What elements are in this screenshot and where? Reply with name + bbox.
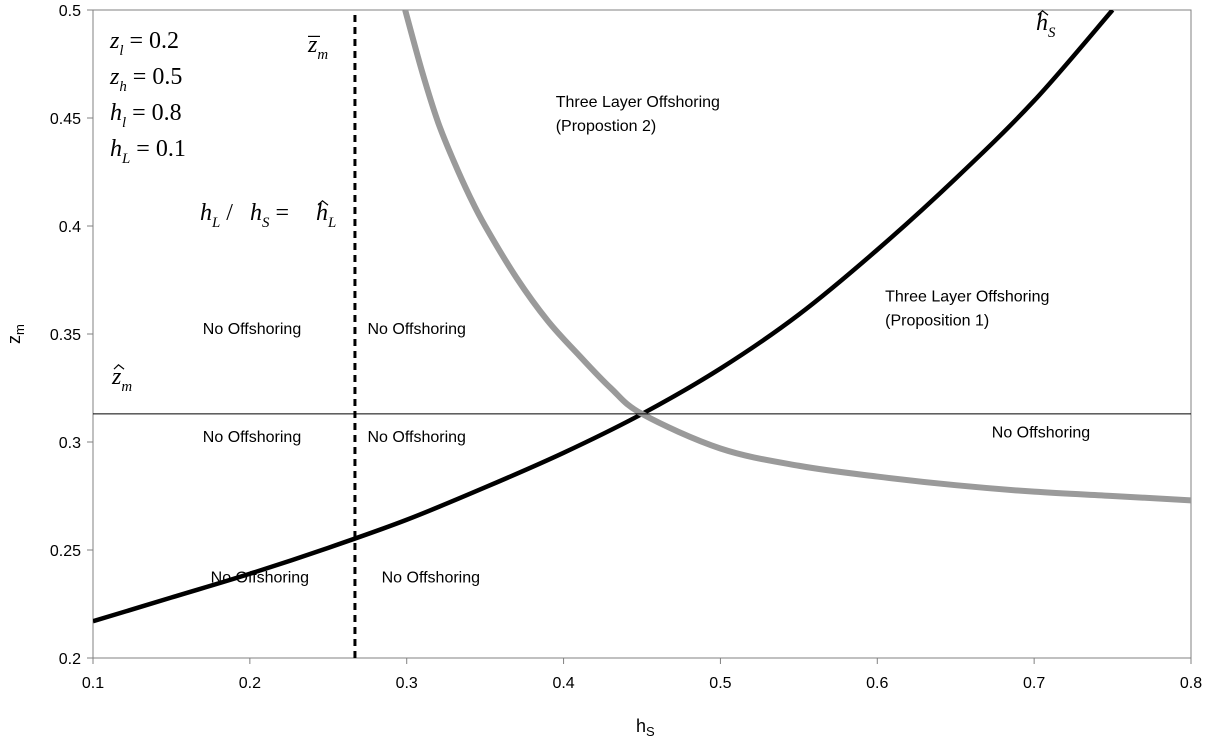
- y-tick-label: 0.3: [59, 435, 81, 452]
- y-axis-title-text: zm: [4, 324, 27, 344]
- y-tick-label: 0.4: [59, 219, 81, 236]
- region-label: No Offshoring: [203, 429, 301, 446]
- x-tick-label: 0.3: [396, 675, 418, 692]
- y-axis-title: zm: [4, 324, 27, 344]
- series-line-1: [402, 10, 1191, 504]
- parameter-label: zh = 0.5: [109, 64, 182, 95]
- vline-label-part2-text: hS =: [250, 200, 289, 231]
- parameter-label-text: zl = 0.2: [109, 28, 179, 59]
- region-label: No Offshoring: [992, 425, 1090, 442]
- series-label-hS-text: hS: [1036, 10, 1056, 41]
- parameter-label: hL = 0.1: [110, 136, 186, 167]
- region-label: No Offshoring: [211, 569, 309, 586]
- series-line-0: [93, 10, 1115, 624]
- y-tick-label: 0.35: [50, 327, 81, 344]
- vline-label-part1-text: hL /: [200, 200, 233, 231]
- parameter-label-text: hl = 0.8: [110, 100, 182, 131]
- x-tick-label: 0.8: [1180, 675, 1202, 692]
- region-label: No Offshoring: [368, 321, 466, 338]
- y-tick-label: 0.2: [59, 651, 81, 668]
- series-label-zhat-text: zm: [111, 364, 132, 395]
- series-label-hS: hS: [1036, 10, 1056, 41]
- y-tick-label: 0.45: [50, 111, 81, 128]
- region-label: (Propostion 2): [556, 118, 657, 135]
- y-tick-label: 0.5: [59, 3, 81, 20]
- vertical-line-label: hL / hS = hL: [200, 200, 336, 231]
- series-label-hS-hat: [1037, 10, 1049, 16]
- x-axis-title: hS: [636, 716, 655, 738]
- parameter-label-text: hL = 0.1: [110, 136, 186, 167]
- parameter-label: zl = 0.2: [109, 28, 179, 59]
- region-label: Three Layer Offshoring: [885, 289, 1049, 306]
- region-label: No Offshoring: [368, 429, 466, 446]
- vline-label-part3: hL: [316, 200, 336, 231]
- region-label: (Proposition 1): [885, 313, 989, 330]
- x-tick-label: 0.4: [552, 675, 574, 692]
- y-tick-label: 0.25: [50, 543, 81, 560]
- x-tick-label: 0.5: [709, 675, 731, 692]
- series-label-zbar-text: zm: [307, 32, 328, 63]
- x-tick-label: 0.7: [1023, 675, 1045, 692]
- vline-label-part3-hat: [317, 200, 329, 206]
- x-tick-label: 0.1: [82, 675, 104, 692]
- vline-label-part2: hS =: [250, 200, 289, 231]
- annotation-layer: zl = 0.2 zh = 0.5 hl = 0.8 hL = 0.1 hS zm zm hL…: [109, 10, 1090, 586]
- series-label-zhat-hat: [113, 364, 125, 370]
- series-label-zhat: zm: [111, 364, 132, 395]
- parameter-label: hl = 0.8: [110, 100, 182, 131]
- series-layer: [93, 10, 1191, 658]
- parameter-label-text: zh = 0.5: [109, 64, 182, 95]
- region-label: No Offshoring: [382, 569, 480, 586]
- vline-label-part1: hL /: [200, 200, 233, 231]
- series-label-zbar: zm: [307, 32, 328, 63]
- vline-label-part3-text: hL: [316, 200, 336, 231]
- region-label: No Offshoring: [203, 321, 301, 338]
- x-tick-label: 0.2: [239, 675, 261, 692]
- x-tick-label: 0.6: [866, 675, 888, 692]
- region-label: Three Layer Offshoring: [556, 94, 720, 111]
- axes-layer: 0.1 0.2 0.3 0.4 0.5 0.6 0.7 0.80.20.250.30.350.…: [4, 3, 1202, 738]
